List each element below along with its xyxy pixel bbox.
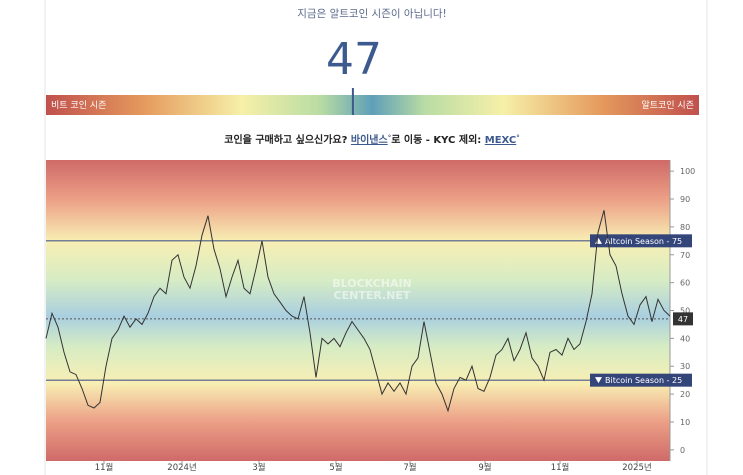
x-tick-label: 7월 <box>403 462 416 473</box>
plot-background <box>46 160 670 461</box>
y-tick-label: 30 <box>680 362 690 371</box>
y-tick-label: 90 <box>680 195 690 204</box>
y-tick-label: 60 <box>680 279 690 288</box>
promo-link[interactable]: MEXC <box>485 135 516 146</box>
promo-link[interactable]: 바이낸스 <box>351 133 388 146</box>
watermark: BLOCKCHAIN <box>332 277 412 290</box>
chart: 0 10 20 30 40 50 60 70 80 90 100 11월 2024년 3월 5월 7월 9월 11… <box>45 160 695 473</box>
x-tick-label: 11월 <box>95 462 114 473</box>
y-tick-label: 80 <box>680 223 690 232</box>
y-tick-label: 10 <box>680 418 690 427</box>
index-value: 47 <box>326 34 382 85</box>
y-tick-label: 0 <box>680 446 685 455</box>
reference-icon <box>595 377 602 384</box>
y-tick-label: 100 <box>680 167 695 176</box>
x-tick-label: 9월 <box>478 462 491 473</box>
series-line <box>45 210 671 413</box>
promo-text: 로 이동 - KYC 제외: <box>391 133 481 146</box>
x-tick-label: 11월 <box>551 462 570 473</box>
bar-left: 비트 코인 시즌 <box>51 100 106 111</box>
y-tick-label: 20 <box>680 390 690 399</box>
reference-label: Bitcoin Season - 25 <box>605 376 682 385</box>
current-box <box>673 312 693 326</box>
x-tick-label: 3월 <box>252 462 265 473</box>
index-bar <box>46 95 699 115</box>
promo-text: 코인을 구매하고 싶으신가요? <box>224 133 347 146</box>
current-label: 47 <box>678 315 688 324</box>
reference-box <box>590 373 692 387</box>
x-tick-label: 5월 <box>329 462 342 473</box>
status: 지금은 알트코인 시즌이 아닙니다! <box>297 8 446 20</box>
reference-box <box>590 234 692 248</box>
link-mark: ° <box>388 134 392 142</box>
promo: 코인을 구매하고 싶으신가요? 바이낸스°로 이동 - KYC 제외: MEXC… <box>224 133 520 146</box>
y-tick-label: 50 <box>680 307 690 316</box>
x-tick-label: 2025년 <box>622 462 651 473</box>
link-mark: ° <box>516 134 520 142</box>
bar-right: 알트코인 시즌 <box>641 100 694 111</box>
y-tick-label: 70 <box>680 251 690 260</box>
reference-label: Altcoin Season - 75 <box>605 237 682 246</box>
y-tick-label: 40 <box>680 334 690 343</box>
x-tick-label: 2024년 <box>167 462 196 473</box>
watermark: CENTER.NET <box>334 289 411 302</box>
